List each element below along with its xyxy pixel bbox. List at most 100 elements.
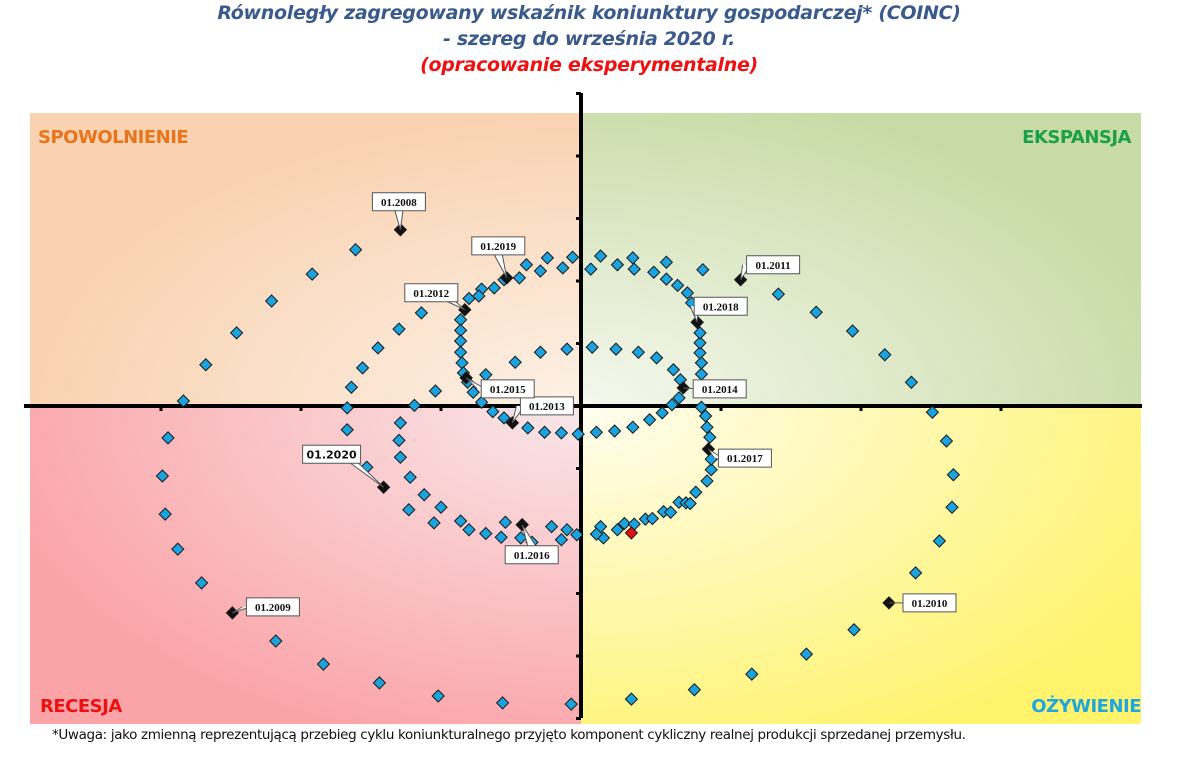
label-box [471,236,526,256]
data-point [158,507,172,521]
data-point [431,689,445,703]
data-point [305,267,319,281]
axes [24,92,1142,720]
data-point [908,566,923,580]
label-pointer [350,462,384,488]
data-point [466,385,480,399]
data-point [348,243,363,257]
label-text: 01.2019 [480,241,516,253]
data-point [392,322,406,336]
x-axis-ticks [159,406,1003,411]
data-point [645,511,660,526]
label-pointer [521,524,537,547]
data-point [693,336,707,350]
data-point [540,251,555,265]
data-point [417,488,431,502]
point-label: 01.2010 [889,593,957,613]
data-point [627,262,641,276]
data-point [340,401,354,415]
data-point [683,496,697,511]
point-label: 01.2017 [707,448,772,468]
data-point [659,272,674,286]
chart-title-block: Równoległy zagregowany wskaźnik koniunkt… [0,0,1178,78]
data-point [264,294,279,308]
label-box [746,255,801,275]
data-point [487,281,501,295]
point-label: 01.2011 [740,255,801,281]
point-label: 01.2016 [504,524,559,565]
data-point [427,516,441,530]
data-point [649,351,664,365]
data-point [589,527,604,541]
data-point [584,262,598,276]
data-point [617,516,632,531]
data-point [474,395,489,409]
label-text: 01.2015 [490,384,526,396]
data-point [393,450,408,464]
footnote: *Uwaga: jako zmienną reprezentującą prze… [52,727,966,743]
data-point [508,355,522,369]
data-point [414,306,429,320]
point-labels: 01.2008 01.2009 01.2010 01.2011 01.2012 01.20… [232,192,957,617]
data-point [809,305,823,319]
label-text: 01.2010 [912,598,948,610]
data-point [609,342,623,356]
data-point [700,474,714,488]
quadrant-ekspansja-bg [581,113,1141,406]
data-point [945,500,959,514]
data-point [696,263,710,277]
label-text: 01.2020 [307,448,357,461]
data-point [556,261,570,275]
label-text: 01.2014 [702,384,738,396]
label-box [902,593,957,613]
data-point [925,405,940,419]
label-pointer [447,301,466,311]
data-point [570,528,584,542]
data-point [687,683,702,697]
label-text: 01.2018 [703,301,739,313]
label-text: 01.2016 [514,550,550,562]
data-point [155,469,170,483]
data-point [565,250,580,264]
quadrant-ozywienie-bg [581,406,1141,724]
label-text: 01.2009 [255,602,291,614]
data-point [537,425,552,439]
label-pointer [493,254,508,279]
quadrant-label-recesja: RECESJA [40,696,122,717]
data-point [372,676,387,690]
label-text: 01.2011 [756,260,791,272]
data-point [939,434,954,448]
data-point [610,258,625,272]
label-box [245,597,300,617]
data-point [694,356,709,370]
point-label: 01.2020 [302,444,384,488]
data-point [642,413,657,427]
data-point [402,503,416,517]
data-point [631,345,646,359]
data-point [703,430,717,444]
data-point [519,258,534,272]
data-point [847,623,861,637]
data-point [554,533,569,547]
data-point [428,384,443,398]
data-point [497,411,511,425]
data-point [593,249,608,263]
quadrant-label-spowolnienie: SPOWOLNIENIE [38,127,188,148]
data-point [694,400,709,414]
label-text: 01.2013 [529,401,565,413]
data-point [607,424,622,438]
chart-title: Równoległy zagregowany wskaźnik koniunkt… [217,2,961,24]
point-label: 01.2018 [689,296,748,323]
data-point [946,468,961,482]
data-point [521,421,535,435]
point-label: 01.2015 [465,377,535,399]
point-label: 01.2009 [232,597,300,617]
point-label: 01.2012 [404,283,466,311]
data-point [533,345,548,359]
data-point [554,426,569,440]
data-point [932,534,947,548]
data-point [689,485,703,499]
data-point [176,394,191,408]
chart-note: (opracowanie eksperymentalne) [420,54,758,76]
